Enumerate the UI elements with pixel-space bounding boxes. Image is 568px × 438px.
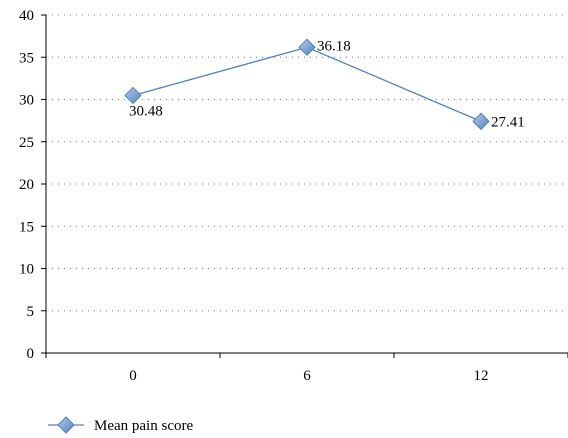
data-label: 36.18 bbox=[317, 38, 351, 54]
y-tick-label: 30 bbox=[19, 93, 34, 109]
data-point-marker bbox=[472, 112, 490, 131]
data-point-marker bbox=[124, 86, 142, 105]
x-tick-label: 0 bbox=[129, 368, 137, 384]
y-tick-label: 0 bbox=[27, 346, 35, 362]
y-tick-label: 15 bbox=[19, 219, 34, 235]
data-label: 27.41 bbox=[491, 114, 525, 130]
y-tick-label: 25 bbox=[19, 135, 34, 151]
x-tick-label: 6 bbox=[303, 368, 311, 384]
legend: Mean pain score bbox=[48, 416, 193, 434]
y-tick-label: 20 bbox=[19, 177, 34, 193]
y-tick-label: 10 bbox=[19, 262, 34, 278]
series-mean-pain-score: 30.48 36.18 27.41 bbox=[124, 38, 525, 131]
gridlines bbox=[46, 14, 568, 312]
data-point-marker bbox=[298, 38, 316, 56]
y-tick-label: 35 bbox=[19, 50, 34, 66]
x-axis-ticks: 0 6 12 bbox=[45, 353, 568, 384]
y-tick-label: 40 bbox=[19, 8, 34, 24]
y-axis-ticks: 0 5 10 15 20 25 30 35 40 bbox=[19, 8, 46, 362]
legend-marker-icon bbox=[57, 416, 75, 434]
legend-label: Mean pain score bbox=[94, 418, 193, 434]
data-label: 30.48 bbox=[129, 103, 163, 119]
y-tick-label: 5 bbox=[27, 304, 35, 320]
series-line bbox=[132, 46, 482, 122]
x-tick-label: 12 bbox=[474, 368, 489, 384]
